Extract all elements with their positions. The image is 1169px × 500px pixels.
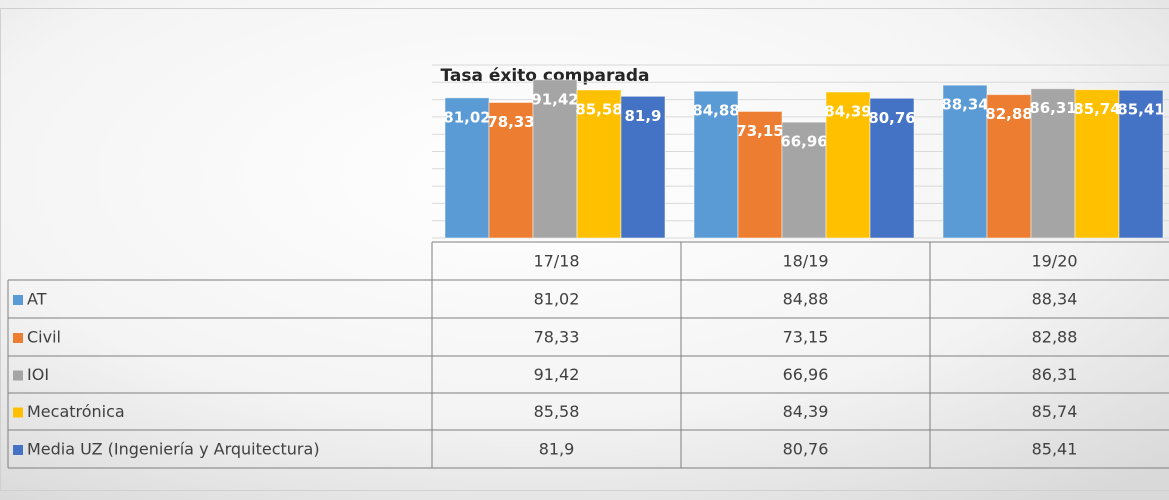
data-label: 78,33 (487, 113, 534, 131)
table-cell: 81,9 (539, 440, 575, 459)
table-cell: 73,15 (783, 328, 829, 347)
legend-label: Mecatrónica (27, 402, 125, 421)
table-cell: 91,42 (534, 365, 580, 384)
bar (488, 101, 534, 239)
chart-title: Tasa éxito comparada (440, 66, 649, 86)
bar (1074, 89, 1120, 239)
x-tick-label: 18/19 (782, 252, 828, 271)
table-cell: 85,41 (1032, 440, 1078, 459)
bar (620, 95, 666, 239)
legend-label: AT (27, 290, 47, 309)
chart-border (0, 8, 1169, 491)
table-cell: 81,02 (534, 290, 580, 309)
data-label: 81,02 (443, 108, 490, 126)
data-label: 73,15 (736, 122, 783, 140)
legend-swatch (13, 407, 23, 418)
data-label: 84,88 (692, 102, 739, 120)
table-cell: 84,39 (783, 402, 829, 421)
table-cell: 84,88 (783, 290, 829, 309)
legend-swatch (13, 370, 23, 381)
x-tick-label: 19/20 (1031, 252, 1077, 271)
bar (942, 84, 988, 239)
bar (1118, 89, 1164, 239)
bar (532, 79, 578, 239)
data-label: 81,9 (624, 107, 661, 125)
legend-swatch (13, 333, 23, 343)
table-cell: 85,58 (534, 402, 580, 421)
table-cell: 85,74 (1032, 402, 1078, 421)
data-label: 85,41 (1117, 101, 1164, 119)
data-label: 88,34 (941, 96, 988, 114)
bar (576, 89, 622, 239)
data-label: 91,42 (531, 90, 578, 108)
data-label: 84,39 (824, 103, 871, 121)
data-label: 66,96 (780, 133, 827, 151)
table-cell: 66,96 (783, 365, 829, 384)
data-label: 80,76 (868, 109, 915, 127)
data-label: 82,88 (985, 105, 1032, 123)
table-cell: 88,34 (1032, 290, 1078, 309)
data-label: 85,58 (575, 100, 622, 118)
legend-label: IOI (27, 365, 49, 384)
table-cell: 82,88 (1032, 328, 1078, 347)
bar (1030, 88, 1076, 239)
bar (693, 90, 739, 239)
bar (986, 94, 1032, 239)
x-tick-label: 17/18 (533, 252, 579, 271)
legend-label: Civil (27, 328, 61, 347)
table-cell: 86,31 (1032, 365, 1078, 384)
legend-swatch (13, 445, 23, 455)
bar (869, 97, 915, 239)
legend-label: Media UZ (Ingeniería y Arquitectura) (27, 440, 320, 459)
table-cell: 80,76 (783, 440, 829, 459)
table-cell: 78,33 (534, 328, 580, 347)
data-label: 86,31 (1029, 99, 1076, 117)
legend-swatch (13, 295, 23, 305)
data-label: 85,74 (1073, 100, 1120, 118)
bar (781, 121, 827, 239)
